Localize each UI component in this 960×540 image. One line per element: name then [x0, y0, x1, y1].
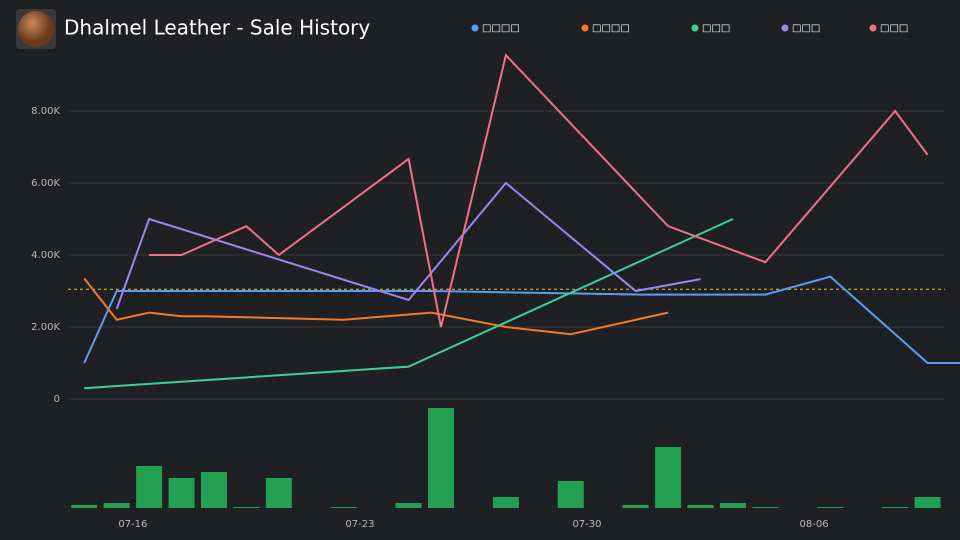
volume-bar [330, 507, 357, 508]
series-line [83, 277, 669, 336]
legend-label: □□□ [880, 23, 908, 34]
y-tick-label: 6.00K [31, 178, 60, 189]
chart-title: Dhalmel Leather - Sale History [64, 16, 370, 40]
series-line [83, 275, 960, 364]
volume-bar [719, 503, 746, 508]
legend-marker [781, 24, 789, 32]
legend-label: □□□ [792, 23, 820, 34]
volume-bar [103, 503, 130, 508]
volume-bar [395, 503, 422, 508]
volume-bar [752, 507, 779, 508]
x-tick-label: 08-06 [800, 519, 829, 530]
y-tick-label: 4.00K [31, 250, 60, 261]
series-line [84, 218, 734, 390]
volume-bar [817, 507, 844, 508]
volume-bar [71, 505, 98, 508]
y-tick-label: 0 [54, 394, 60, 405]
legend-label: □□□□ [592, 23, 630, 34]
series-line [149, 53, 929, 328]
volume-bar [622, 505, 649, 508]
volume-bar [655, 447, 682, 508]
legend-marker [471, 24, 479, 32]
volume-bar [265, 478, 292, 508]
x-tick-label: 07-23 [345, 519, 374, 530]
volume-bar [428, 408, 455, 508]
legend-marker [869, 24, 877, 32]
legend-marker [581, 24, 589, 32]
item-icon [18, 11, 54, 47]
volume-bar [200, 472, 227, 508]
volume-bar [168, 478, 195, 508]
volume-bar [492, 497, 519, 508]
x-tick-label: 07-16 [118, 519, 147, 530]
series-line [115, 181, 701, 310]
volume-bar [233, 507, 260, 508]
volume-bar [136, 466, 163, 508]
legend-label: □□□ [702, 23, 730, 34]
x-tick-label: 07-30 [572, 519, 601, 530]
legend-marker [691, 24, 699, 32]
legend-label: □□□□ [482, 23, 520, 34]
volume-bar [557, 481, 584, 508]
volume-bar [687, 505, 714, 508]
y-tick-label: 2.00K [31, 322, 60, 333]
y-tick-label: 8.00K [31, 106, 60, 117]
volume-bar [882, 507, 909, 508]
volume-bar [914, 497, 941, 508]
